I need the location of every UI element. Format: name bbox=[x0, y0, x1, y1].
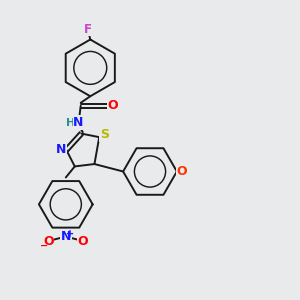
Text: O: O bbox=[176, 165, 187, 178]
Text: F: F bbox=[84, 22, 92, 36]
Text: O: O bbox=[77, 235, 88, 248]
Text: H: H bbox=[66, 118, 75, 128]
Text: N: N bbox=[73, 116, 83, 129]
Text: +: + bbox=[66, 229, 74, 239]
Text: N: N bbox=[61, 230, 71, 243]
Text: O: O bbox=[43, 235, 54, 248]
Text: S: S bbox=[100, 128, 109, 141]
Text: N: N bbox=[56, 143, 66, 156]
Text: O: O bbox=[107, 99, 118, 112]
Text: −: − bbox=[40, 241, 48, 251]
